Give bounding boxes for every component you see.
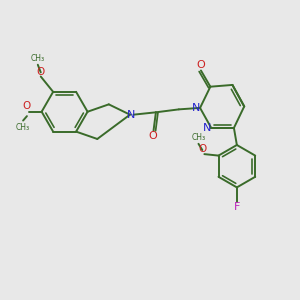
Text: N: N xyxy=(192,103,200,113)
Text: O: O xyxy=(148,130,157,141)
Text: N: N xyxy=(203,123,211,133)
Text: O: O xyxy=(23,101,31,111)
Text: N: N xyxy=(127,110,136,120)
Text: CH₃: CH₃ xyxy=(16,123,30,132)
Text: F: F xyxy=(234,202,240,212)
Text: O: O xyxy=(198,144,206,154)
Text: CH₃: CH₃ xyxy=(31,54,45,63)
Text: O: O xyxy=(37,67,45,77)
Text: CH₃: CH₃ xyxy=(191,133,206,142)
Text: O: O xyxy=(196,61,205,70)
